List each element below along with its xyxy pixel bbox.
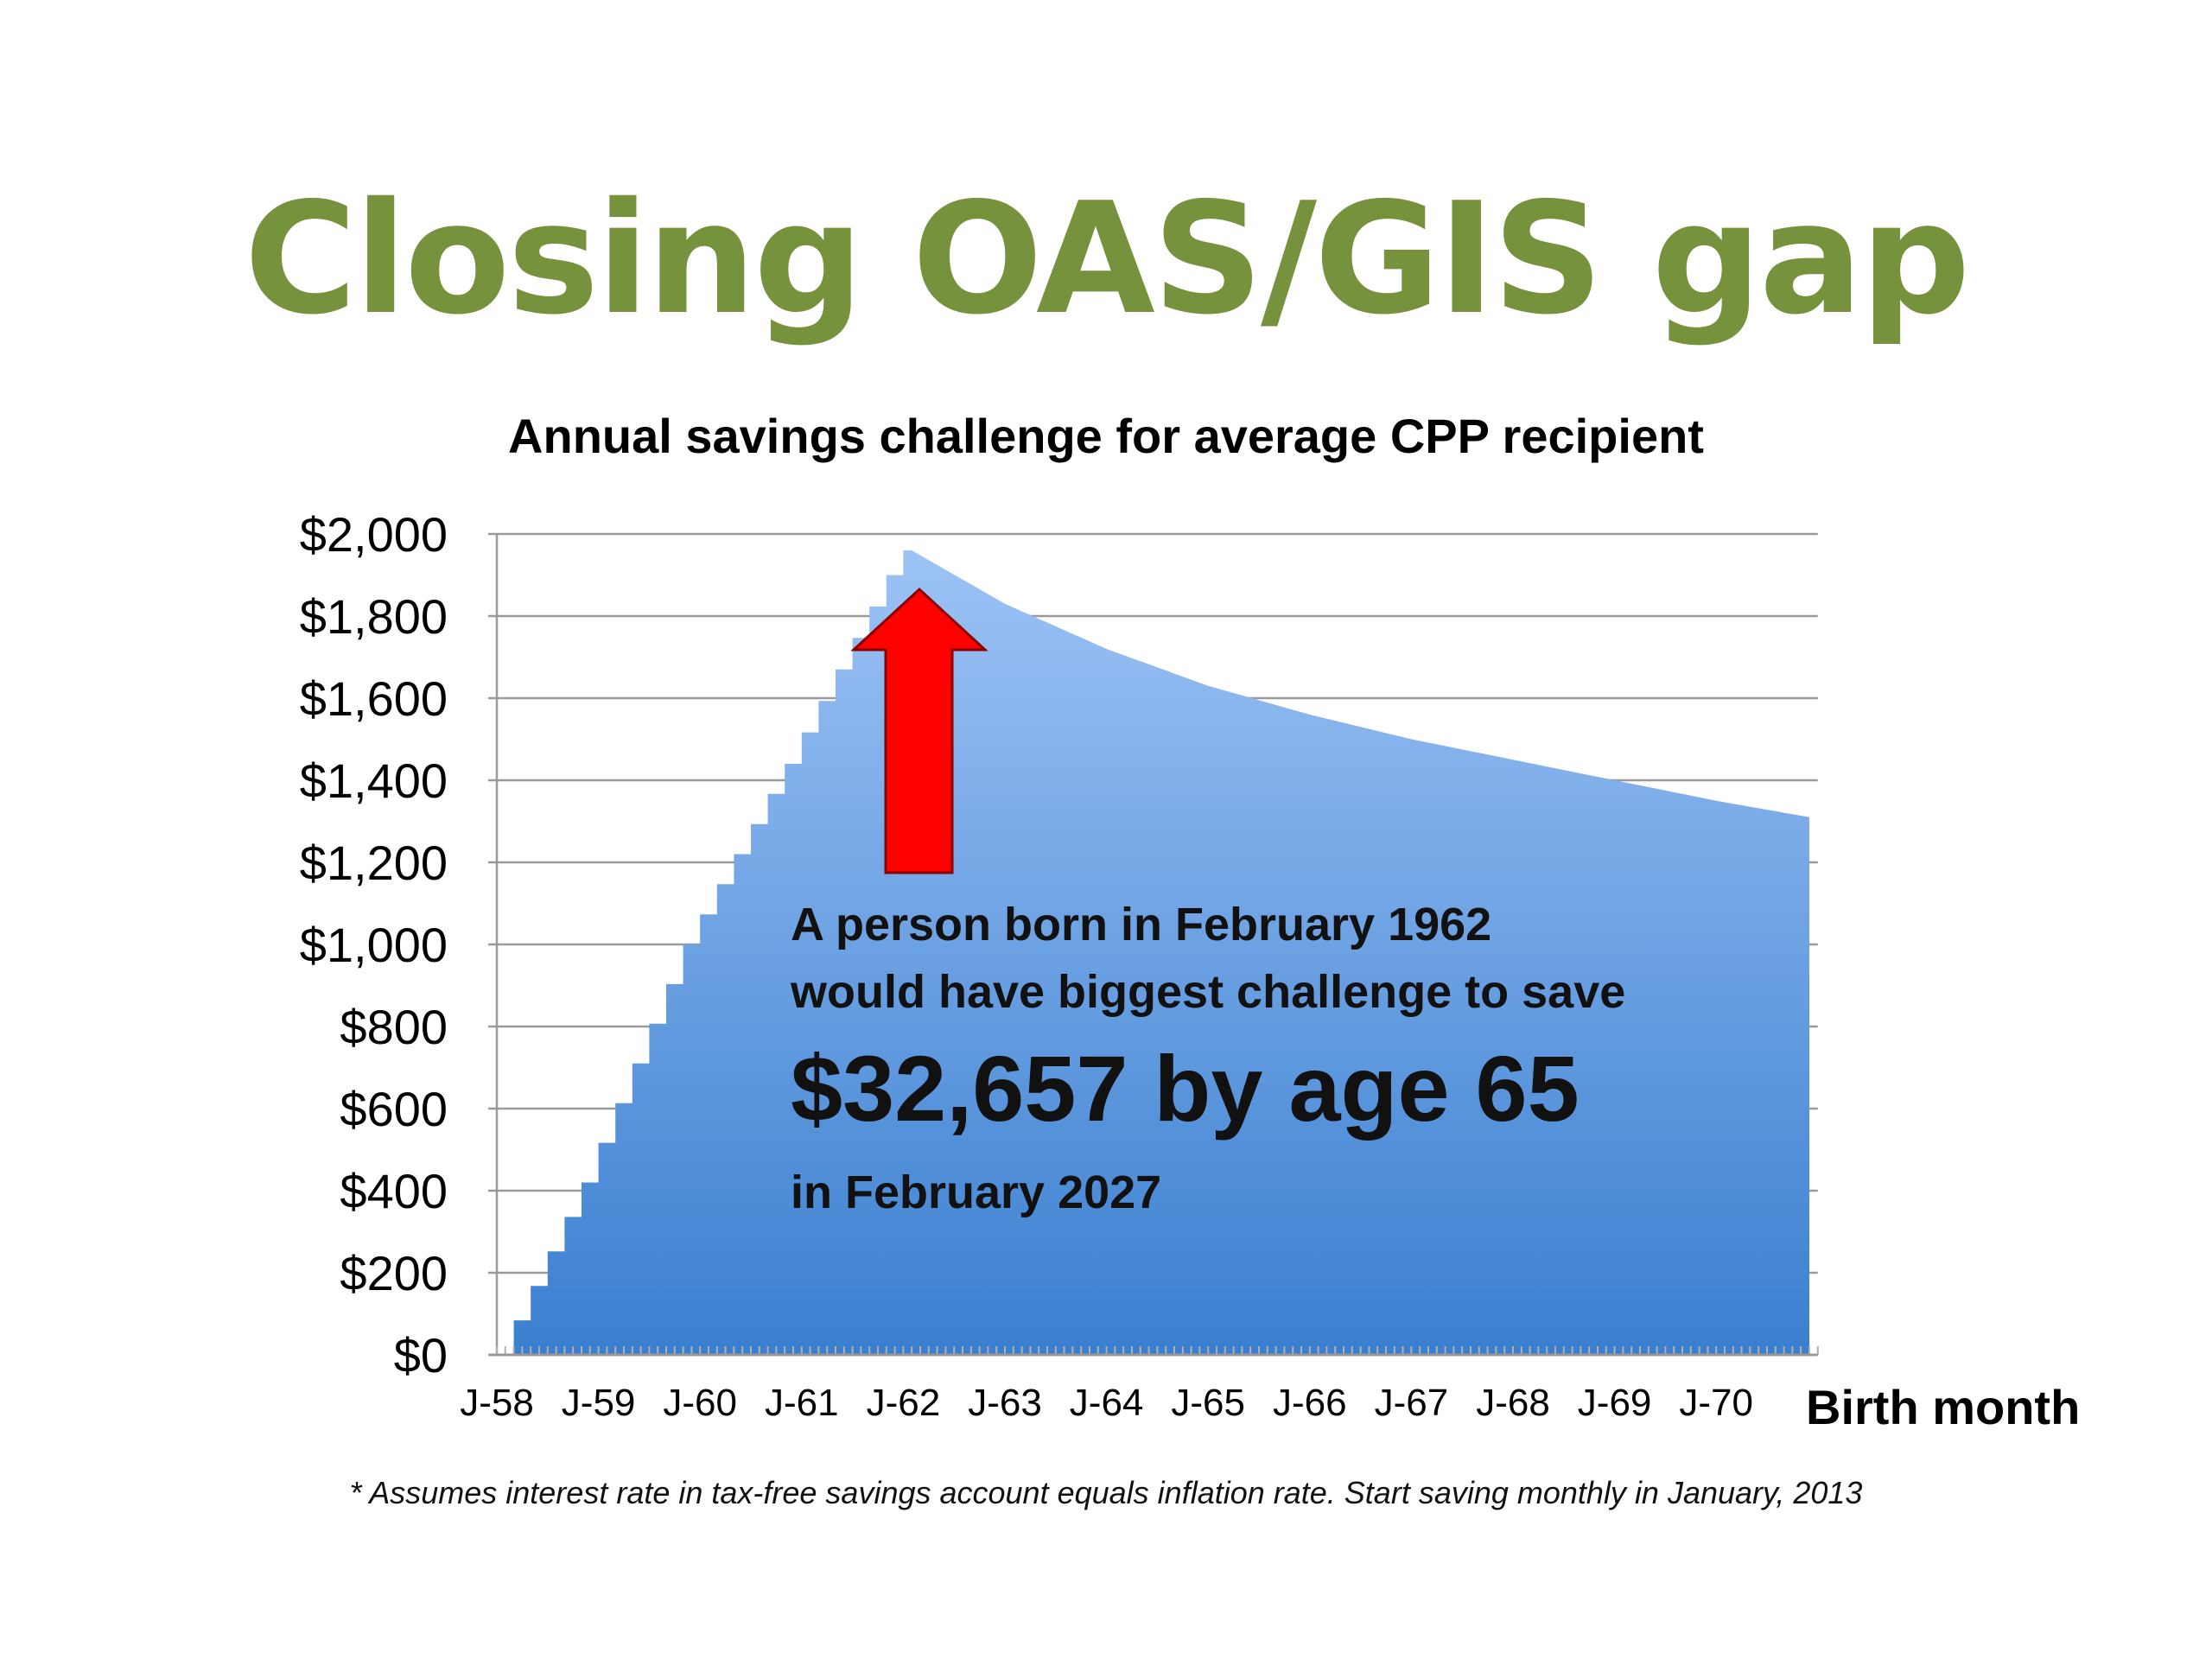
annotation-amount: $32,657 by age 65 [791,1036,1580,1141]
y-tick-label: $1,200 [300,836,448,890]
x-tick-label: J-64 [1070,1382,1144,1424]
up-arrow-icon [850,587,988,874]
x-axis-title: Birth month [1806,1380,2080,1434]
x-tick-label: J-60 [663,1382,737,1424]
y-tick-label: $200 [340,1246,448,1300]
x-axis-month-ticks [496,1346,1819,1355]
annotation-line-2: would have biggest challenge to save [791,966,1626,1018]
y-tick-label: $800 [340,1000,448,1054]
annotation-line-4: in February 2027 [791,1166,1162,1218]
x-tick-label: J-69 [1578,1382,1652,1424]
y-tick-label: $2,000 [300,507,448,562]
x-tick-label: J-68 [1476,1382,1550,1424]
y-tick-label: $1,000 [300,918,448,972]
x-tick-label: J-70 [1679,1382,1753,1424]
y-tick-label: $1,600 [300,671,448,726]
y-tick-label: $1,800 [300,589,448,644]
x-tick-label: J-65 [1171,1382,1245,1424]
x-tick-label: J-58 [460,1382,534,1424]
x-tick-label: J-63 [968,1382,1042,1424]
savings-area-series [513,550,1809,1355]
y-tick-label: $0 [394,1328,448,1382]
x-axis: J-58 J-59 J-60 J-61 J-62 J-63 J-64 J-65 J-66 J-67… [460,1382,1753,1424]
chart-title: Annual savings challenge for average CPP… [508,409,1704,463]
y-axis: $0 $200 $400 $600 $800 $1,000 $1,200 $1,400 $1,6… [300,507,448,1382]
x-tick-label: J-67 [1375,1382,1449,1424]
annotation-line-1: A person born in February 1962 [791,899,1492,950]
x-axis-minor-ticks [496,1346,1819,1355]
x-tick-label: J-59 [562,1382,636,1424]
y-tick-label: $400 [340,1164,448,1218]
x-tick-label: J-66 [1273,1382,1347,1424]
y-tick-label: $1,400 [300,753,448,808]
footnote: * Assumes interest rate in tax-free savi… [349,1475,1863,1510]
slide-title: Closing OAS/GIS gap [244,169,1971,348]
x-tick-label: J-61 [765,1382,839,1424]
x-tick-label: J-62 [867,1382,941,1424]
y-tick-label: $600 [340,1082,448,1136]
